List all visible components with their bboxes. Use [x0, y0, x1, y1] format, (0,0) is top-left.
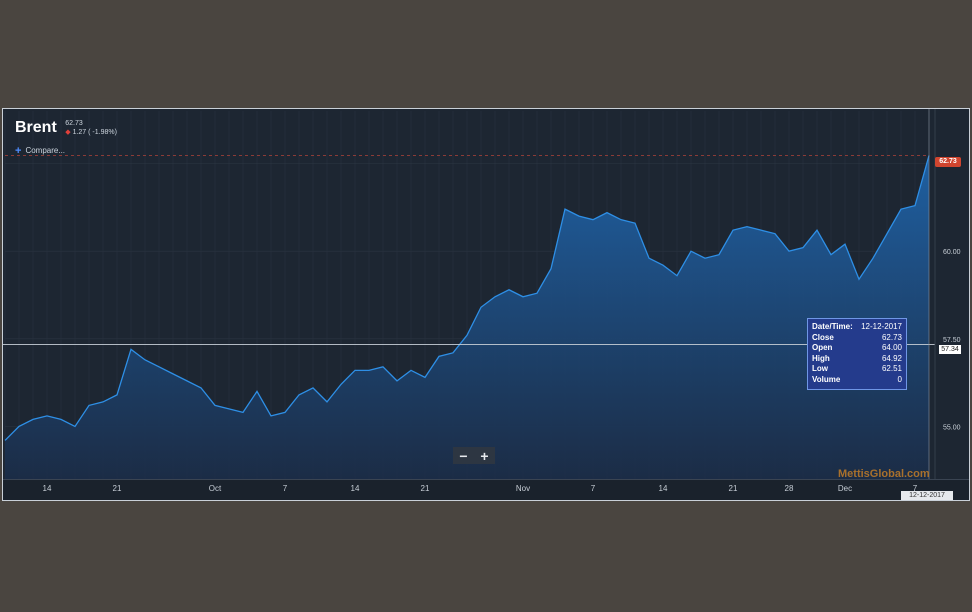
- tooltip-value: 12-12-2017: [861, 322, 902, 331]
- x-tick-label: 21: [421, 484, 430, 493]
- chart-header: Brent 62.73 ◆ 1.27 ( -1.98%): [15, 119, 117, 137]
- crosshair-date-label: 12-12-2017: [901, 491, 953, 500]
- price-change-value: 1.27 ( -1.98%): [72, 129, 117, 136]
- zoom-out-button[interactable]: −: [459, 447, 468, 464]
- plus-icon: +: [15, 145, 22, 157]
- tooltip-key: Volume: [812, 374, 841, 384]
- watermark: MettisGlobal.com: [838, 468, 930, 480]
- symbol-title: Brent: [15, 119, 57, 136]
- x-tick-label: 7: [913, 484, 918, 493]
- tooltip-value: 0: [897, 374, 902, 384]
- x-tick-label: 7: [591, 484, 596, 493]
- x-tick-label: 14: [351, 484, 360, 493]
- tooltip-key: Date/Time:: [812, 322, 853, 331]
- x-tick-label: 21: [113, 484, 122, 493]
- zoom-in-button[interactable]: +: [480, 447, 489, 464]
- x-tick-label: 7: [283, 484, 288, 493]
- last-price-badge: 62.73: [935, 157, 961, 167]
- price-change: ◆ 1.27 ( -1.98%): [65, 128, 117, 137]
- y-tick-label: 55.00: [943, 424, 961, 431]
- x-axis-band: [3, 479, 969, 500]
- down-arrow-icon: ◆: [65, 129, 71, 136]
- tooltip-value: 64.92: [881, 353, 902, 363]
- quote-summary: 62.73 ◆ 1.27 ( -1.98%): [65, 119, 117, 137]
- tooltip-key: High: [812, 353, 830, 363]
- x-tick-label: 28: [785, 484, 794, 493]
- tooltip-value: 62.51: [881, 364, 902, 373]
- last-price: 62.73: [65, 120, 83, 127]
- price-chart[interactable]: 55.0057.5060.0062.501421Oct71421Nov71421…: [3, 109, 969, 500]
- series-area: [5, 155, 929, 479]
- zoom-controls: − +: [453, 447, 495, 464]
- compare-button[interactable]: + Compare...: [15, 145, 65, 157]
- y-tick-label: 60.00: [943, 249, 961, 256]
- x-tick-label: 14: [43, 484, 52, 493]
- tooltip-key: Low: [812, 364, 828, 373]
- series-line: [4, 155, 930, 441]
- tooltip-row: Volume 0: [812, 375, 902, 386]
- tooltip-row: Date/Time: 12-12-2017: [812, 322, 902, 333]
- chart-panel[interactable]: 55.0057.5060.0062.501421Oct71421Nov71421…: [2, 108, 970, 501]
- compare-label: Compare...: [25, 146, 66, 155]
- x-tick-label: 21: [729, 484, 738, 493]
- x-tick-label: Nov: [516, 484, 530, 493]
- tooltip-value: 64.00: [881, 343, 902, 352]
- data-tooltip: Date/Time: 12-12-2017 Close 62.73 Open 64.00 H…: [807, 318, 907, 390]
- tooltip-row: Open 64.00: [812, 343, 902, 354]
- tooltip-value: 62.73: [881, 332, 902, 342]
- tooltip-row: High 64.92: [812, 354, 902, 365]
- tooltip-row: Low 62.51: [812, 364, 902, 375]
- x-tick-label: Oct: [209, 484, 222, 493]
- y-tick-label: 57.50: [943, 337, 961, 344]
- crosshair-price-label: 57.34: [939, 345, 961, 354]
- tooltip-row: Close 62.73: [812, 333, 902, 344]
- tooltip-key: Open: [812, 343, 833, 352]
- x-tick-label: Dec: [838, 484, 852, 493]
- tooltip-key: Close: [812, 332, 834, 342]
- x-tick-label: 14: [659, 484, 668, 493]
